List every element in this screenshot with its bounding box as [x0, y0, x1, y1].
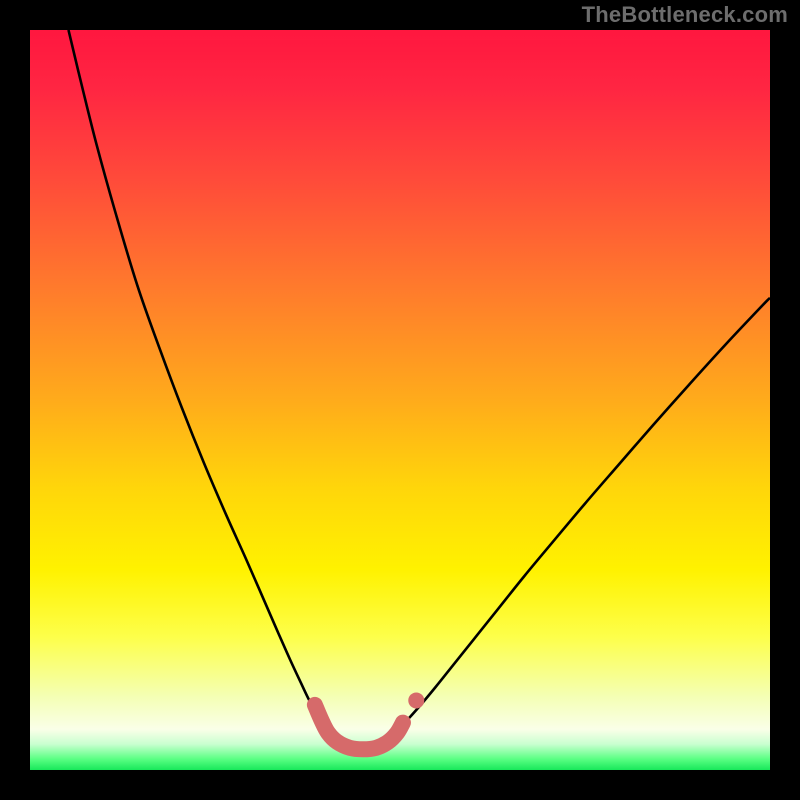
- plot-area: [30, 30, 770, 770]
- outlier-dot: [408, 692, 424, 708]
- watermark-text: TheBottleneck.com: [582, 2, 788, 28]
- gradient-background: [30, 30, 770, 770]
- chart-svg: [30, 30, 770, 770]
- chart-frame: TheBottleneck.com: [0, 0, 800, 800]
